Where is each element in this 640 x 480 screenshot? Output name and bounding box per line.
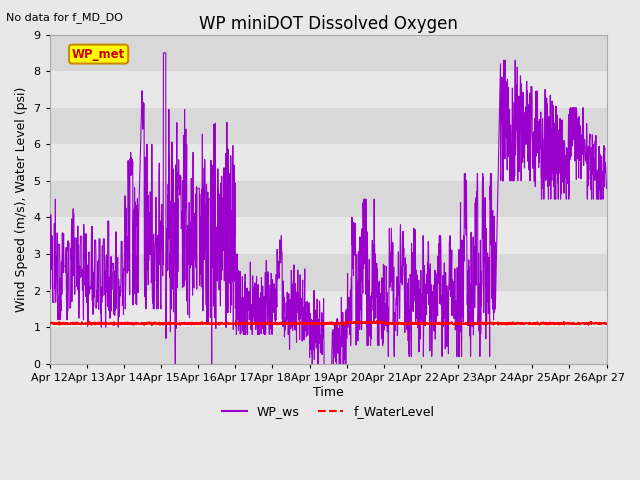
Bar <box>50 71 607 108</box>
Bar <box>50 290 607 327</box>
Bar <box>50 108 607 144</box>
Y-axis label: Wind Speed (m/s), Water Level (psi): Wind Speed (m/s), Water Level (psi) <box>15 86 28 312</box>
X-axis label: Time: Time <box>313 385 344 398</box>
Bar <box>50 181 607 217</box>
Bar <box>50 254 607 290</box>
Bar <box>50 327 607 364</box>
Bar <box>50 35 607 71</box>
Bar <box>50 217 607 254</box>
Bar <box>50 144 607 181</box>
Title: WP miniDOT Dissolved Oxygen: WP miniDOT Dissolved Oxygen <box>198 15 458 33</box>
Legend: WP_ws, f_WaterLevel: WP_ws, f_WaterLevel <box>217 400 440 423</box>
Text: No data for f_MD_DO: No data for f_MD_DO <box>6 12 124 23</box>
Text: WP_met: WP_met <box>72 48 125 60</box>
